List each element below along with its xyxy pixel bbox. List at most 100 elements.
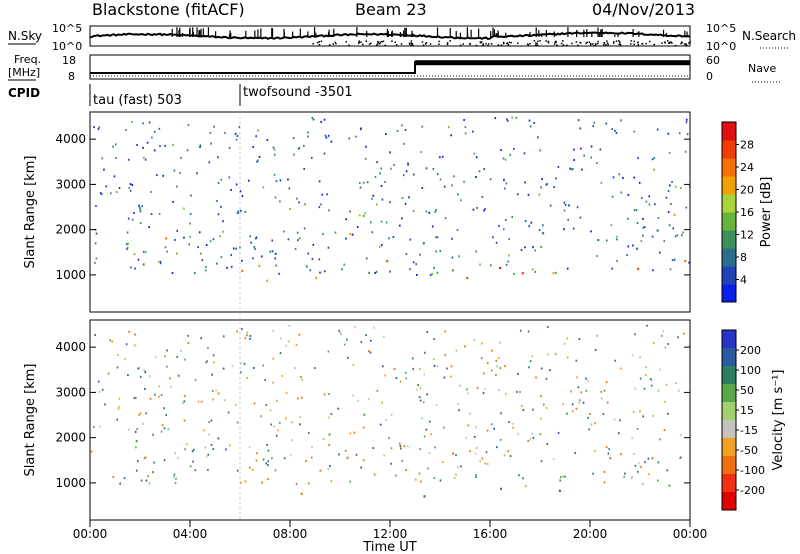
scatter-cell xyxy=(401,459,403,462)
scatter-cell xyxy=(540,460,543,463)
nsearch-point xyxy=(645,42,647,45)
scatter-cell xyxy=(217,437,220,440)
scatter-cell xyxy=(401,124,403,127)
scatter-cell xyxy=(239,190,242,193)
scatter-cell xyxy=(485,451,488,454)
nsearch-point xyxy=(449,40,451,42)
scatter-cell xyxy=(577,119,580,122)
scatter-cell xyxy=(504,365,506,368)
scatter-cell xyxy=(451,237,453,240)
scatter-cell xyxy=(685,118,688,121)
scatter-cell xyxy=(590,156,592,159)
scatter-cell xyxy=(472,208,475,211)
scatter-cell xyxy=(219,235,221,238)
band-cell-6 xyxy=(328,433,331,436)
scatter-cell xyxy=(203,429,205,432)
scatter-cell xyxy=(313,367,316,370)
scatter-cell xyxy=(572,410,574,413)
scatter-cell xyxy=(475,426,477,429)
nsearch-point xyxy=(653,43,655,46)
x-tick-label: 16:00 xyxy=(473,527,508,541)
scatter-cell xyxy=(99,425,102,428)
scatter-cell xyxy=(349,480,352,483)
scatter-cell xyxy=(150,213,153,216)
nsearch-point xyxy=(680,42,682,45)
scatter-cell xyxy=(665,383,668,386)
scatter-cell xyxy=(300,396,303,399)
scatter-cell xyxy=(133,253,136,256)
scatter-cell xyxy=(208,161,211,164)
scatter-cell xyxy=(532,408,534,411)
scatter-cell xyxy=(539,149,541,152)
scatter-cell xyxy=(123,477,126,480)
scatter-cell xyxy=(605,446,608,449)
scatter-cell xyxy=(190,194,192,197)
cpid-segment-0: tau (fast) 503 xyxy=(93,93,182,108)
scatter-cell xyxy=(549,369,551,372)
scatter-cell xyxy=(671,259,674,262)
scatter-cell xyxy=(385,419,387,422)
nsearch-point xyxy=(507,43,510,46)
scatter-cell xyxy=(562,403,565,406)
scatter-cell xyxy=(194,378,197,381)
scatter-cell xyxy=(273,173,276,176)
scatter-cell xyxy=(615,238,618,241)
scatter-cell xyxy=(224,132,226,135)
noise-tick-top-left: 10^5 xyxy=(52,22,82,35)
scatter-cell xyxy=(340,332,342,335)
band-cell-7 xyxy=(386,260,389,263)
scatter-cell xyxy=(499,341,501,344)
scatter-cell xyxy=(255,135,257,138)
scatter-cell xyxy=(216,199,218,202)
scatter-cell xyxy=(210,142,212,145)
scatter-cell xyxy=(666,469,669,472)
colorbar-swatch xyxy=(722,330,736,349)
scatter-cell xyxy=(627,193,630,196)
scatter-cell xyxy=(98,126,101,129)
scatter-cell xyxy=(615,132,618,135)
freq-frame xyxy=(89,54,691,80)
scatter-cell xyxy=(272,381,274,384)
band-cell-4 xyxy=(258,264,261,268)
velocity-heatmap xyxy=(90,324,690,498)
scatter-cell xyxy=(205,361,208,364)
scatter-cell xyxy=(158,127,161,130)
scatter-cell xyxy=(401,197,404,200)
scatter-cell xyxy=(576,206,579,209)
scatter-cell xyxy=(360,466,362,469)
scatter-cell xyxy=(498,224,500,227)
scatter-cell xyxy=(464,132,467,135)
scatter-cell xyxy=(338,453,340,456)
scatter-cell xyxy=(126,246,129,249)
scatter-cell xyxy=(483,387,486,390)
scatter-cell xyxy=(464,345,466,348)
nsearch-point xyxy=(666,40,669,42)
nsearch-point xyxy=(316,41,319,44)
scatter-cell xyxy=(479,460,482,463)
scatter-cell xyxy=(512,422,514,425)
band-cell-5 xyxy=(241,269,244,272)
scatter-cell xyxy=(176,185,178,188)
scatter-cell xyxy=(217,156,219,159)
scatter-cell xyxy=(580,391,583,394)
power-colorbar-label: Power [dB] xyxy=(759,177,774,248)
band-cell-9 xyxy=(597,238,600,242)
scatter-cell xyxy=(456,228,459,231)
nsearch-point xyxy=(377,40,379,43)
band-cell-4 xyxy=(266,279,269,282)
scatter-cell xyxy=(176,355,179,358)
nsearch-point xyxy=(500,44,503,46)
scatter-cell xyxy=(291,439,293,442)
scatter-cell xyxy=(555,353,557,356)
scatter-cell xyxy=(499,438,502,441)
scatter-cell xyxy=(251,468,254,471)
scatter-cell xyxy=(327,350,330,353)
scatter-cell xyxy=(321,193,324,196)
scatter-cell xyxy=(267,460,270,463)
scatter-cell xyxy=(676,234,679,237)
scatter-cell xyxy=(520,404,523,407)
scatter-cell xyxy=(523,152,526,155)
scatter-cell xyxy=(541,178,543,181)
scatter-cell xyxy=(541,367,543,370)
scatter-cell xyxy=(143,369,146,372)
